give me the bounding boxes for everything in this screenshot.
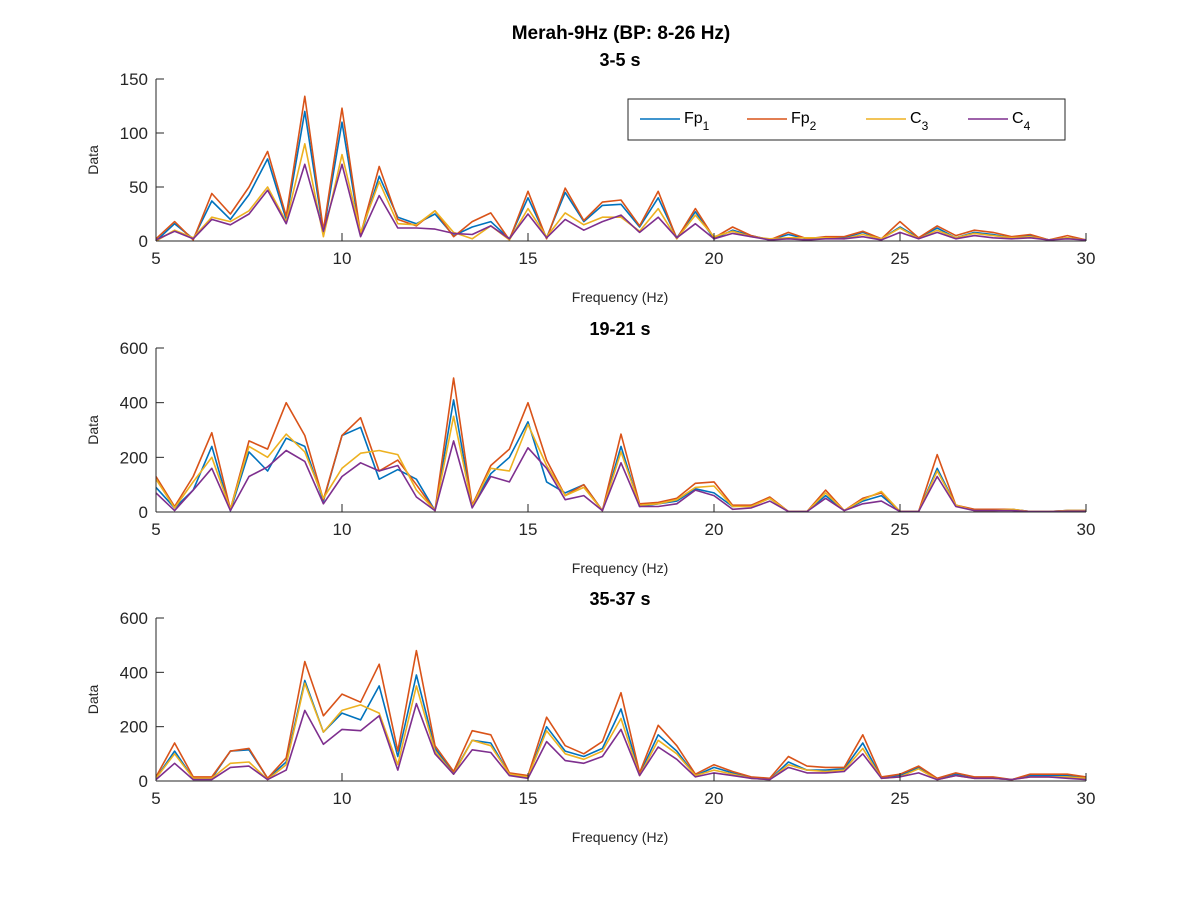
series-line-Fp2	[155, 377, 1086, 513]
legend-label-c4: C4	[1012, 110, 1031, 133]
y-tick-label: 100	[120, 124, 148, 143]
y-tick-label: 0	[139, 772, 148, 791]
x-tick-label: 25	[891, 249, 910, 268]
series-line-C3	[155, 415, 1086, 513]
x-tick-label: 25	[891, 789, 910, 808]
panel-title: 35-37 s	[589, 589, 650, 609]
x-tick-label: 10	[333, 249, 352, 268]
series-line-Fp1	[155, 110, 1087, 242]
x-tick-label: 20	[705, 249, 724, 268]
y-tick-label: 400	[120, 394, 148, 413]
series-line-C4	[155, 163, 1087, 241]
x-tick-label: 15	[519, 249, 538, 268]
y-tick-label: 200	[120, 718, 148, 737]
panel-title: 3-5 s	[599, 50, 640, 70]
x-tick-label: 5	[151, 520, 160, 539]
x-tick-label: 15	[519, 520, 538, 539]
y-axis-label: Data	[85, 685, 101, 715]
series-line-C3	[155, 682, 1087, 781]
y-tick-label: 0	[139, 503, 148, 522]
series-line-C3	[155, 143, 1087, 242]
x-axis-label: Frequency (Hz)	[572, 560, 668, 576]
series-line-Fp2	[155, 95, 1087, 241]
x-axis-label: Frequency (Hz)	[572, 829, 668, 845]
x-tick-label: 5	[151, 789, 160, 808]
x-tick-label: 30	[1077, 520, 1096, 539]
x-tick-label: 20	[705, 789, 724, 808]
legend: Fp1 Fp2 C3 C4	[627, 98, 1066, 141]
x-tick-label: 10	[333, 520, 352, 539]
y-axis-label: Data	[85, 415, 101, 445]
x-tick-label: 10	[333, 789, 352, 808]
y-tick-label: 600	[120, 339, 148, 358]
y-tick-label: 0	[139, 232, 148, 251]
series-line-Fp2	[155, 649, 1087, 781]
legend-label-c3: C3	[910, 110, 929, 133]
x-tick-label: 15	[519, 789, 538, 808]
series-line-C4	[155, 440, 1086, 513]
panel-2: 19-21 s 5 10 15 20 25 30 0 200 400 600 Frequency (H…	[85, 319, 1095, 576]
y-tick-label: 400	[120, 663, 148, 682]
panel-1: 3-5 s 5 10 15 20 25 30 0 50 100 150 Frequency (Hz) D…	[85, 50, 1095, 305]
x-tick-label: 25	[891, 520, 910, 539]
legend-label-fp1: Fp1	[684, 110, 710, 133]
x-axis-label: Frequency (Hz)	[572, 289, 668, 305]
series-line-C4	[155, 702, 1087, 781]
x-tick-label: 30	[1077, 249, 1096, 268]
figure-title: Merah-9Hz (BP: 8-26 Hz)	[512, 23, 731, 44]
x-tick-label: 30	[1077, 789, 1096, 808]
y-tick-label: 50	[129, 178, 148, 197]
y-tick-label: 600	[120, 609, 148, 628]
y-axis-label: Data	[85, 145, 101, 175]
x-tick-label: 20	[705, 520, 724, 539]
y-tick-label: 200	[120, 448, 148, 467]
panel-3: 35-37 s 5 10 15 20 25 30 0 200 400 600 Frequency (H…	[85, 589, 1095, 845]
y-tick-label: 150	[120, 70, 148, 89]
x-tick-label: 5	[151, 249, 160, 268]
legend-label-fp2: Fp2	[791, 110, 817, 133]
panel-title: 19-21 s	[589, 319, 650, 339]
